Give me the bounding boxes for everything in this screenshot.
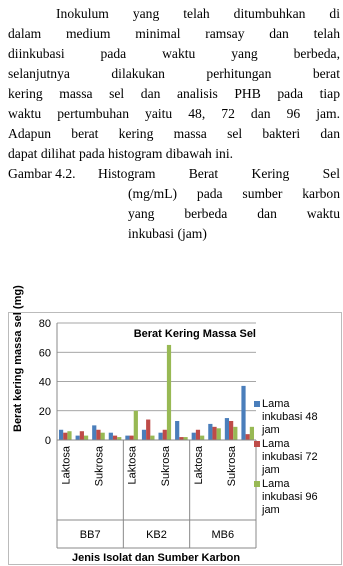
y-tick-label: 20 <box>39 406 51 418</box>
text-line: Adapun berat kering massa sel bakteri da… <box>8 126 340 141</box>
bar <box>162 429 167 440</box>
bar <box>63 432 68 440</box>
text-line: dapat dilihat pada histogram dibawah ini… <box>8 146 233 161</box>
bar <box>175 420 180 440</box>
bar <box>117 437 122 440</box>
bar <box>224 418 230 440</box>
caption-label: Gambar 4.2. <box>8 166 76 181</box>
caption: Gambar 4.2. Histogram Berat Kering Sel (mg… <box>8 164 340 244</box>
y-axis-title: Berat kering massa sel (mg) <box>12 285 24 432</box>
group-label: MB6 <box>212 529 235 541</box>
bar <box>241 385 246 440</box>
bar <box>125 435 130 440</box>
text-line: diinkubasi pada waktu yang berbeda, <box>8 46 340 61</box>
y-tick-label: 40 <box>39 377 51 389</box>
bar <box>191 432 196 440</box>
caption-line: yang berbeda dan waktu <box>128 206 340 221</box>
x-tick-label: Sukrosa <box>226 445 238 486</box>
text-line: selanjutnya dilakukan perhitungan berat <box>8 66 340 81</box>
legend-label: Lama inkubasi 72 jam <box>262 438 318 476</box>
legend-swatch <box>254 441 260 447</box>
bar <box>92 425 97 440</box>
chart-title: Berat Kering Massa Sel <box>134 328 256 340</box>
bar <box>208 423 213 440</box>
bar <box>75 435 80 440</box>
y-tick-label: 80 <box>39 318 51 330</box>
legend-swatch <box>254 481 260 487</box>
group-label: KB2 <box>146 529 167 541</box>
bar <box>212 426 217 440</box>
bar <box>249 426 255 440</box>
legend-item: Lama inkubasi 96 jam <box>254 478 324 517</box>
bar <box>229 420 234 440</box>
bar <box>133 410 138 440</box>
text-line: dalam medium minimal ramsay dan telah <box>8 26 340 41</box>
bar <box>58 429 64 440</box>
bar <box>83 435 89 440</box>
x-tick-label: Laktosa <box>193 445 205 484</box>
bar <box>195 429 201 440</box>
x-tick-label: Laktosa <box>60 445 72 484</box>
caption-line: Histogram Berat Kering Sel <box>98 166 340 181</box>
bar <box>108 432 113 440</box>
bar <box>100 432 105 440</box>
x-tick-label: Sukrosa <box>93 445 105 486</box>
bar <box>150 435 155 440</box>
legend-swatch <box>254 401 260 407</box>
x-axis-title: Jenis Isolat dan Sumber Karbon <box>72 552 240 564</box>
bar <box>158 432 163 440</box>
bar <box>200 435 205 440</box>
chart-border <box>8 312 342 565</box>
bar <box>216 428 221 440</box>
bar <box>146 419 151 440</box>
text-line: kering massa sel dan analisis PHB pada t… <box>8 86 340 101</box>
caption-line: inkubasi (jam) <box>128 226 207 241</box>
bar <box>67 431 72 440</box>
bar <box>233 426 238 440</box>
bar <box>96 429 101 440</box>
x-tick-label: Laktosa <box>127 445 139 484</box>
y-tick-label: 60 <box>39 347 51 359</box>
y-tick-label: 0 <box>45 435 51 447</box>
x-tick-label: Sukrosa <box>160 445 172 486</box>
paragraph: Inokulum yang telah ditumbuhkan di dalam … <box>8 4 340 164</box>
legend-item: Lama inkubasi 48 jam <box>254 398 324 437</box>
bar <box>79 431 84 440</box>
legend-label: Lama inkubasi 96 jam <box>262 478 318 516</box>
legend-label: Lama inkubasi 48 jam <box>262 398 318 436</box>
bar <box>179 437 184 440</box>
text-line: Inokulum yang telah ditumbuhkan di <box>56 6 340 21</box>
text-line: waktu pertumbuhan yaitu 48, 72 dan 96 ja… <box>8 106 340 121</box>
bar <box>166 344 172 440</box>
group-label: BB7 <box>80 529 101 541</box>
bar <box>141 429 147 440</box>
bar <box>129 435 134 440</box>
bar <box>183 437 188 440</box>
bar <box>112 435 118 440</box>
legend-item: Lama inkubasi 72 jam <box>254 438 324 477</box>
bar <box>245 434 250 440</box>
caption-line: (mg/mL) pada sumber karbon <box>128 186 340 201</box>
